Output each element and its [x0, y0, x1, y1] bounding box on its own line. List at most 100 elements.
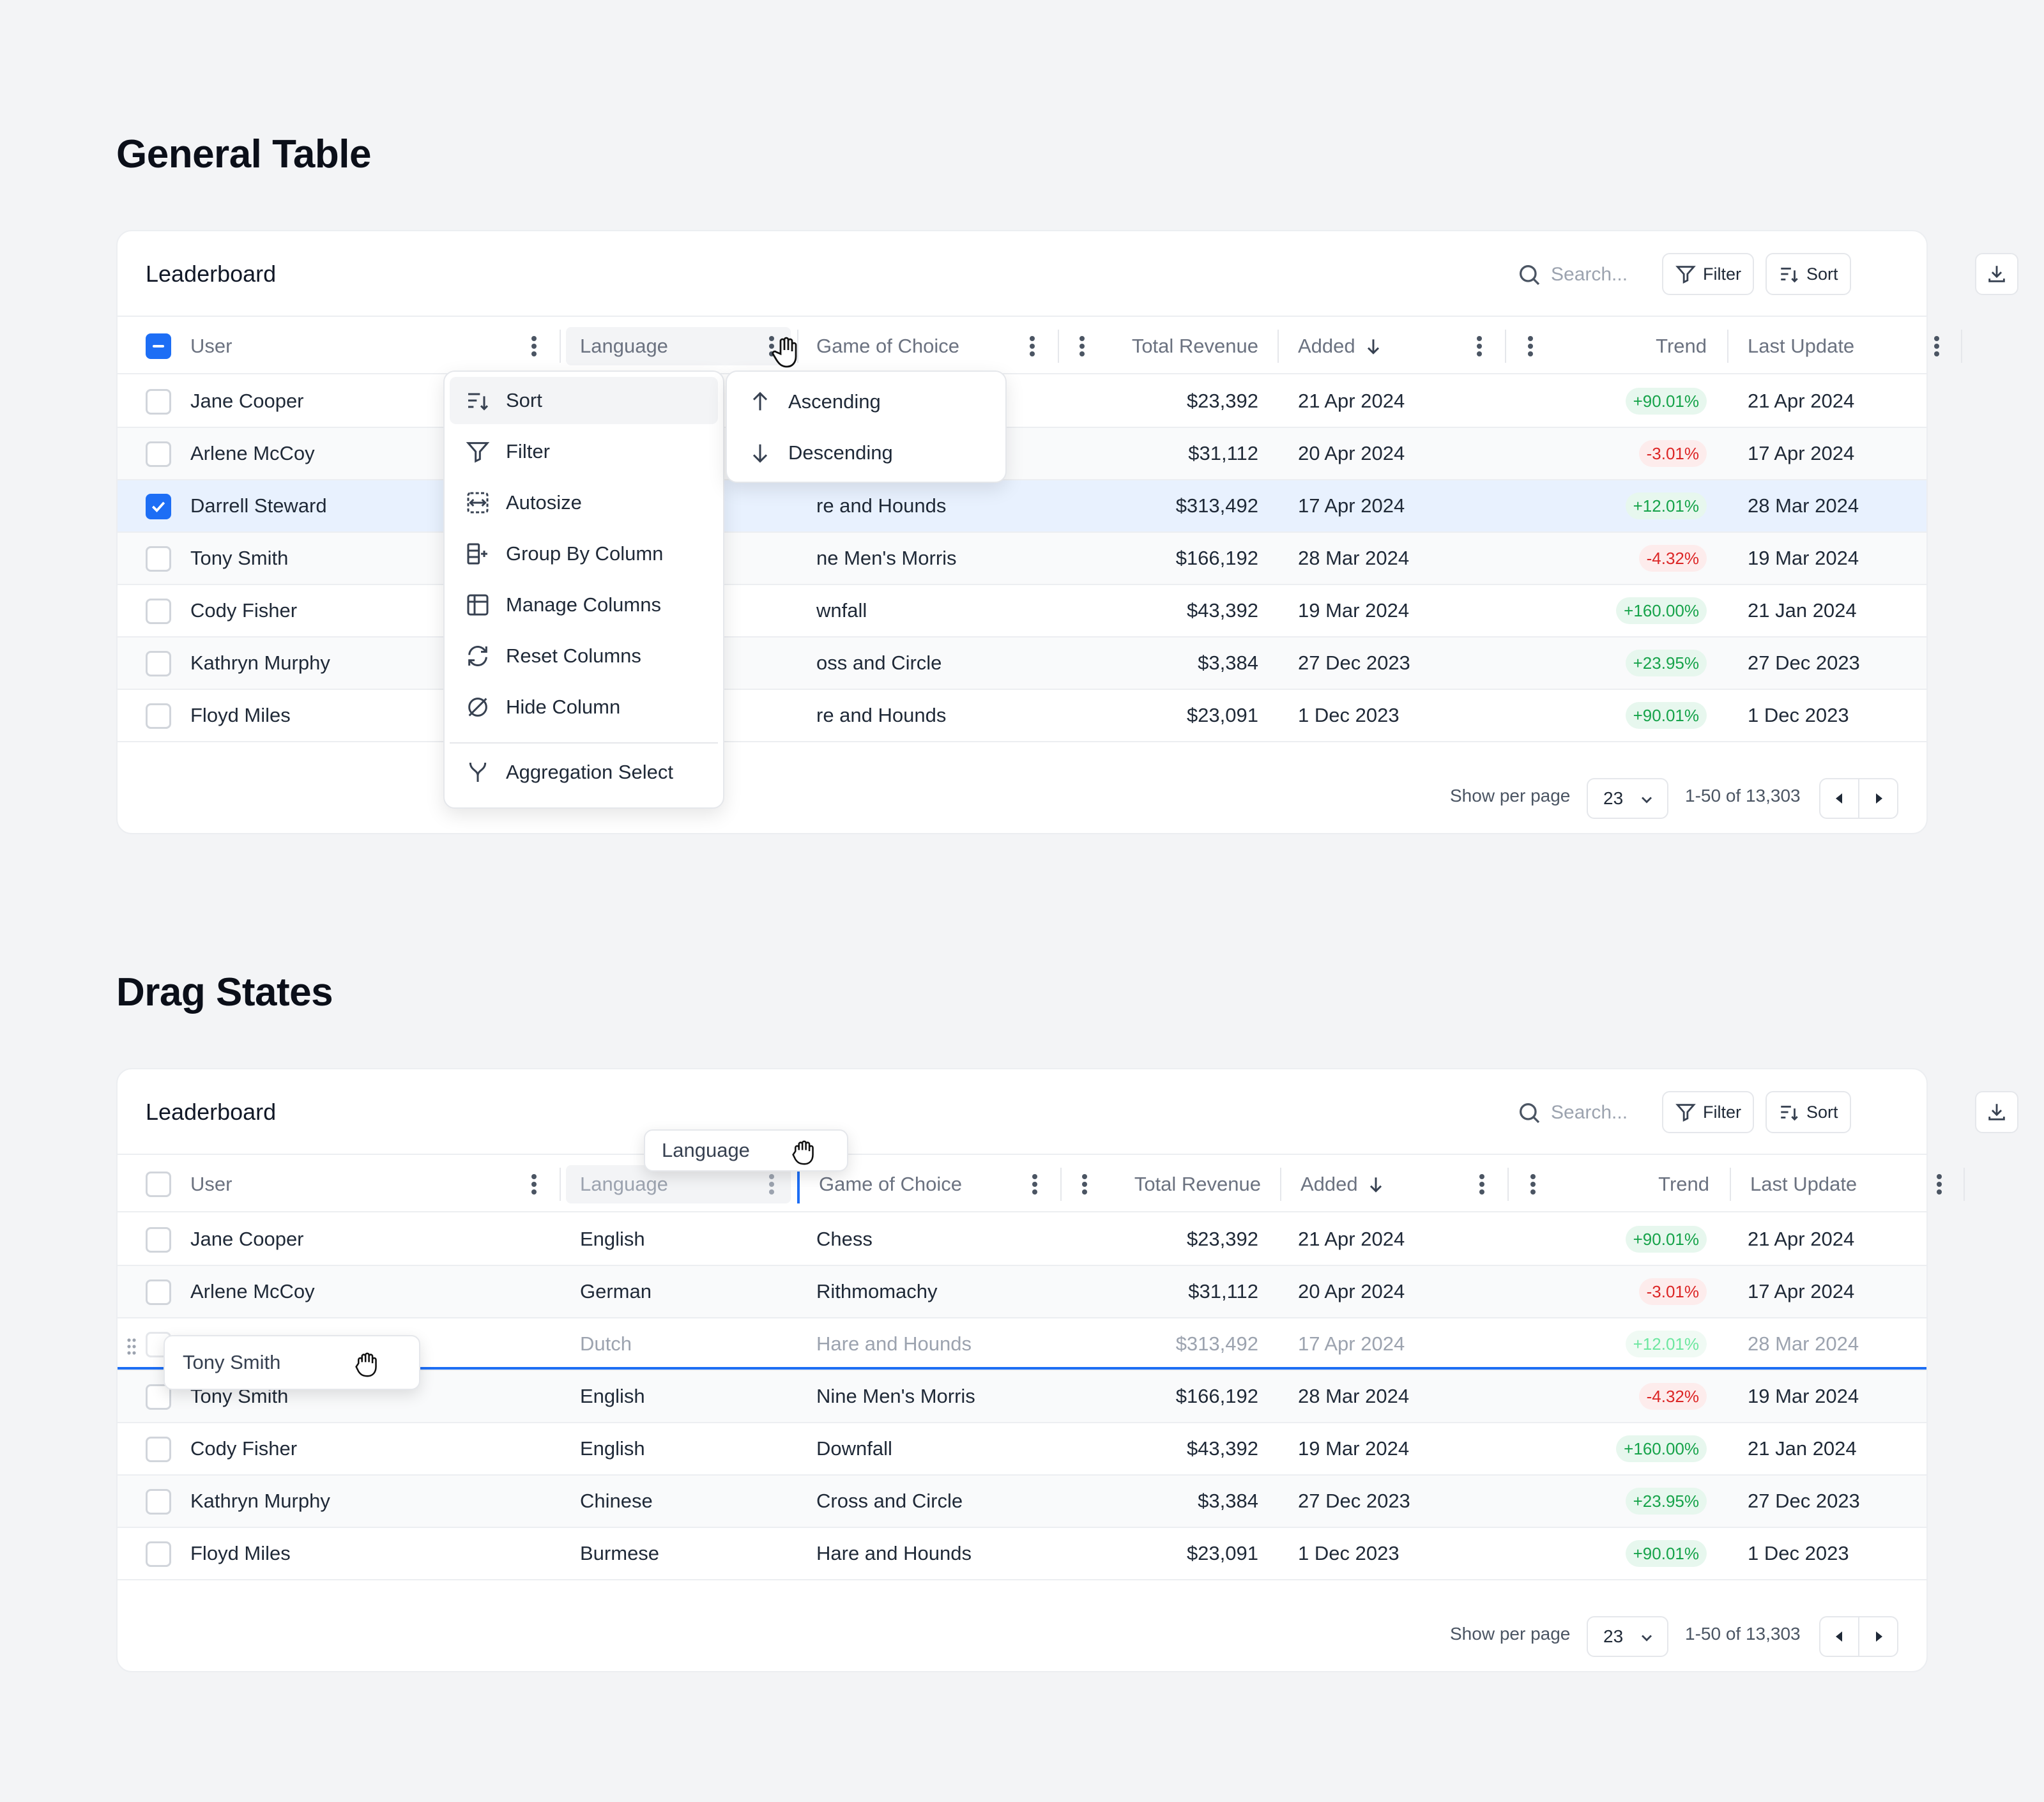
cell-last-update: 1 Dec 2023 [1748, 1542, 1849, 1564]
table-row[interactable]: Kathryn Murphy Chinese Cross and Circle $3,… [118, 1476, 1926, 1528]
row-checkbox[interactable] [146, 1437, 171, 1462]
table-row[interactable]: Dutch Hare and Hounds $313,492 17 Apr 2024 +… [118, 1318, 1926, 1371]
menu-item-reset-columns[interactable]: Reset Columns [450, 632, 718, 680]
row-checkbox[interactable] [146, 651, 171, 676]
column-menu-icon[interactable] [1933, 1172, 1946, 1197]
row-checkbox[interactable] [146, 441, 171, 467]
cell-trend: +160.00% [1542, 1423, 1707, 1474]
search-input[interactable]: Search... [1516, 258, 1644, 291]
table-footer: Show per page 23 1-50 of 13,303 [118, 764, 1926, 828]
column-header-game[interactable]: Game of Choice [816, 335, 959, 357]
download-button[interactable] [1975, 1091, 2018, 1133]
menu-item-hide-column[interactable]: Hide Column [450, 683, 718, 731]
column-header-trend[interactable]: Trend [1658, 1173, 1709, 1195]
download-button[interactable] [1975, 253, 2018, 295]
column-menu-icon[interactable] [528, 1172, 540, 1197]
prev-page-button[interactable] [1820, 779, 1858, 818]
per-page-value: 23 [1603, 788, 1624, 808]
column-menu-icon[interactable] [1930, 333, 1943, 359]
search-input[interactable]: Search... [1516, 1096, 1644, 1129]
row-checkbox[interactable] [146, 703, 171, 729]
column-menu-icon[interactable] [1527, 1172, 1539, 1197]
select-all-checkbox[interactable] [146, 1172, 171, 1197]
table-row[interactable]: Cody Fisher English Downfall $43,392 19 Mar … [118, 1423, 1926, 1476]
column-menu-icon[interactable] [528, 333, 540, 359]
menu-item-aggregation[interactable]: Aggregation Select [450, 749, 718, 796]
table-row[interactable]: Arlene McCoy German Rithmomachy $31,112 20 A… [118, 1266, 1926, 1318]
column-header-revenue[interactable]: Total Revenue [1134, 1173, 1261, 1195]
group-by-icon [467, 543, 487, 565]
menu-item-sort[interactable]: Sort [450, 377, 718, 424]
ghost-label: Tony Smith [183, 1351, 281, 1373]
sort-button[interactable]: Sort [1766, 1091, 1851, 1133]
trend-badge: -4.32% [1638, 545, 1707, 572]
next-page-button[interactable] [1858, 1617, 1897, 1656]
select-all-checkbox[interactable] [146, 333, 171, 359]
column-header-user[interactable]: User [190, 1173, 233, 1195]
per-page-select[interactable]: 23 [1587, 778, 1668, 819]
table-row[interactable]: Tony Smith ne Men's Morris $166,192 28 Mar … [118, 533, 1926, 585]
column-header-last-update[interactable]: Last Update [1748, 335, 1855, 357]
menu-item-group-by[interactable]: Group By Column [450, 530, 718, 577]
column-menu-icon[interactable] [1026, 333, 1039, 359]
added-label: Added [1298, 335, 1355, 357]
cell-trend: -4.32% [1542, 533, 1707, 584]
row-checkbox[interactable] [146, 1279, 171, 1305]
row-checkbox[interactable] [146, 389, 171, 415]
menu-item-descending[interactable]: Descending [732, 429, 1000, 477]
table-row[interactable]: Darrell Steward re and Hounds $313,492 17 A… [118, 480, 1926, 533]
cell-game: Cross and Circle [816, 1490, 963, 1512]
row-checkbox[interactable] [146, 1541, 171, 1567]
cell-revenue: $3,384 [1198, 1490, 1258, 1512]
column-header-user[interactable]: User [190, 335, 233, 357]
prev-page-button[interactable] [1820, 1617, 1858, 1656]
menu-item-autosize[interactable]: Autosize [450, 479, 718, 526]
arrow-down-icon [1367, 339, 1379, 355]
column-header-revenue[interactable]: Total Revenue [1131, 335, 1258, 357]
column-menu-icon[interactable] [1076, 333, 1088, 359]
filter-button[interactable]: Filter [1662, 1091, 1754, 1133]
row-checkbox[interactable] [146, 494, 171, 519]
menu-item-filter[interactable]: Filter [450, 428, 718, 475]
trend-badge: +23.95% [1625, 650, 1707, 676]
cell-added: 21 Apr 2024 [1298, 390, 1405, 412]
sort-button[interactable]: Sort [1766, 253, 1851, 295]
table-row[interactable]: Kathryn Murphy oss and Circle $3,384 27 Dec… [118, 638, 1926, 690]
column-menu-icon[interactable] [1476, 1172, 1488, 1197]
cell-revenue: $31,112 [1188, 1280, 1258, 1302]
trend-badge: +90.01% [1625, 702, 1707, 729]
column-header-last-update[interactable]: Last Update [1750, 1173, 1857, 1195]
column-header-language[interactable]: Language [580, 335, 668, 357]
table-row[interactable]: Arlene McCoy $31,112 20 Apr 2024 -3.01% 17 A… [118, 428, 1926, 480]
column-menu-icon[interactable] [1028, 1172, 1041, 1197]
column-menu-icon[interactable] [1473, 333, 1486, 359]
trend-badge: +12.01% [1625, 1331, 1707, 1357]
row-checkbox[interactable] [146, 599, 171, 624]
column-header-added[interactable]: Added [1300, 1156, 1386, 1212]
sort-icon [1781, 1106, 1798, 1121]
menu-item-ascending[interactable]: Ascending [732, 378, 1000, 425]
row-checkbox[interactable] [146, 1227, 171, 1253]
cell-last-update: 17 Apr 2024 [1748, 1280, 1855, 1302]
column-header-language[interactable]: Language [580, 1173, 668, 1195]
table-row[interactable]: Cody Fisher wnfall $43,392 19 Mar 2024 +160.… [118, 585, 1926, 638]
column-header-trend[interactable]: Trend [1656, 335, 1707, 357]
next-page-button[interactable] [1858, 779, 1897, 818]
caret-right-icon [1875, 1631, 1882, 1642]
row-checkbox[interactable] [146, 546, 171, 572]
column-menu-icon[interactable] [1078, 1172, 1091, 1197]
per-page-select[interactable]: 23 [1587, 1616, 1668, 1657]
table-row[interactable]: Jane Cooper English Chess $23,392 21 Apr 202… [118, 1214, 1926, 1266]
table-row[interactable]: Jane Cooper $23,392 21 Apr 2024 +90.01% 21 A… [118, 376, 1926, 428]
drag-handle-icon[interactable] [125, 1336, 138, 1357]
menu-item-manage-columns[interactable]: Manage Columns [450, 581, 718, 629]
table-row[interactable]: Floyd Miles re and Hounds $23,091 1 Dec 202… [118, 690, 1926, 742]
column-menu-icon[interactable] [1524, 333, 1537, 359]
column-menu-icon[interactable] [765, 1172, 778, 1197]
column-header-added[interactable]: Added [1298, 318, 1384, 374]
table-row[interactable]: Floyd Miles Burmese Hare and Hounds $23,091… [118, 1528, 1926, 1580]
row-checkbox[interactable] [146, 1489, 171, 1515]
filter-button[interactable]: Filter [1662, 253, 1754, 295]
column-header-game[interactable]: Game of Choice [819, 1173, 962, 1195]
table-header: User Language Game of Choice Total Reven… [118, 1156, 1965, 1212]
